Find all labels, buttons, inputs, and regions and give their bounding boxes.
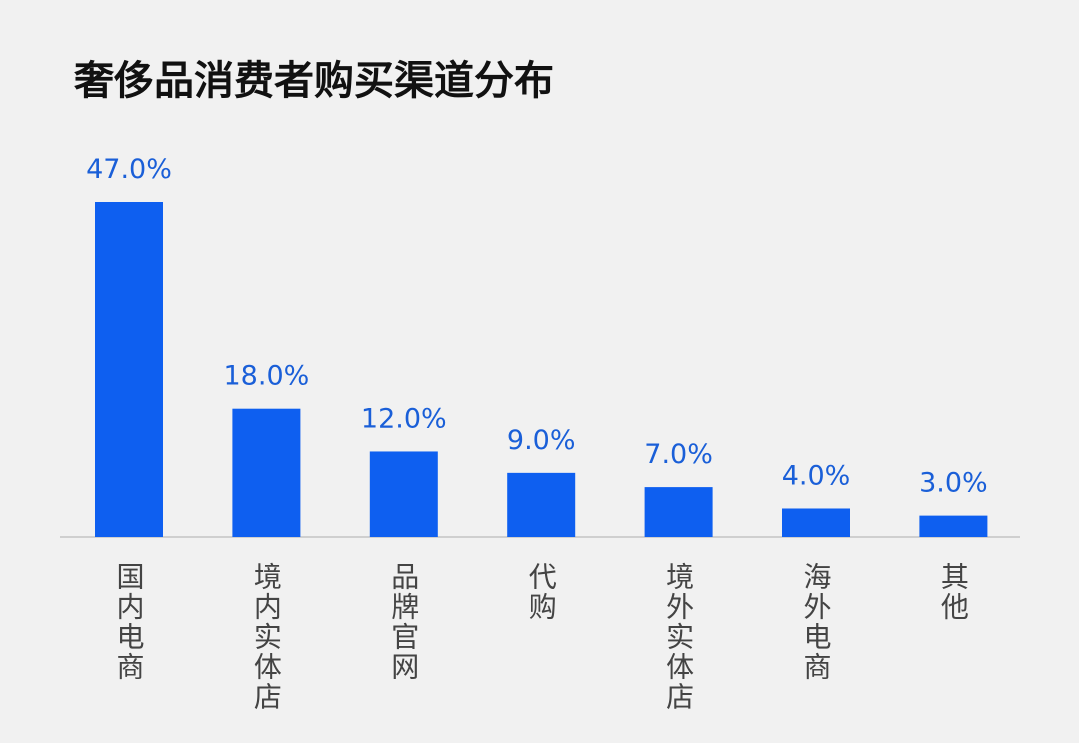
bar [507,472,576,537]
value-label: 4.0% [782,460,851,491]
x-tick-label: 境外实体店 [662,562,695,712]
value-label: 18.0% [224,361,310,392]
value-label: 47.0% [86,154,172,185]
value-label: 9.0% [507,425,576,456]
value-label: 12.0% [361,403,447,434]
x-tick-label: 品牌官网 [387,562,420,682]
value-label: 7.0% [644,439,713,470]
bar [232,408,301,537]
bar [782,508,850,537]
x-tick-label: 其他 [937,562,970,622]
bar [919,515,988,537]
value-label: 3.0% [919,468,988,499]
x-tick-label: 代购 [525,562,558,622]
chart-title: 奢侈品消费者购买渠道分布 [74,58,554,104]
x-tick-label: 国内电商 [113,562,146,682]
x-tick-label: 境内实体店 [250,562,283,712]
bar [644,487,713,537]
bar [369,451,438,537]
bar [95,202,163,537]
x-tick-label: 海外电商 [800,562,833,682]
